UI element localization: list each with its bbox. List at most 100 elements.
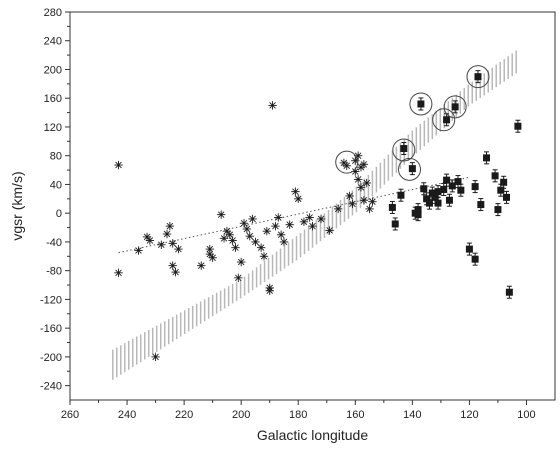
asterisk-stroke xyxy=(240,219,248,227)
square-point xyxy=(465,242,473,256)
asterisk-point xyxy=(262,226,272,236)
square-marker xyxy=(497,186,505,194)
square-point xyxy=(443,173,451,187)
square-point xyxy=(505,285,513,299)
asterisk-point xyxy=(248,214,257,224)
asterisk-point xyxy=(274,213,283,222)
square-marker xyxy=(494,206,502,214)
y-tick-label: 80 xyxy=(50,151,62,163)
asterisk-point xyxy=(157,240,166,249)
square-point xyxy=(414,208,422,222)
asterisk-point xyxy=(291,187,300,196)
asterisk-stroke xyxy=(217,211,225,218)
asterisk-stroke xyxy=(206,250,214,258)
asterisk-stroke xyxy=(169,240,176,247)
square-marker xyxy=(491,172,499,180)
asterisk-point xyxy=(368,197,377,206)
asterisk-stroke xyxy=(309,222,316,230)
x-tick-label: 200 xyxy=(232,409,250,421)
y-tick-label: -40 xyxy=(46,237,62,249)
x-tick-label: 260 xyxy=(61,409,79,421)
asterisk-stroke xyxy=(286,221,293,228)
asterisk-point xyxy=(219,234,229,243)
asterisk-stroke xyxy=(135,247,142,254)
asterisk-stroke xyxy=(257,244,265,251)
square-marker xyxy=(505,288,513,296)
square-marker xyxy=(443,176,451,184)
asterisk-point xyxy=(271,221,280,231)
square-point xyxy=(494,203,502,217)
asterisk-point xyxy=(305,213,314,222)
asterisk-point xyxy=(197,261,206,270)
square-marker xyxy=(500,178,508,186)
highlight-circle xyxy=(392,138,416,162)
square-marker xyxy=(454,178,462,186)
square-marker xyxy=(443,116,451,124)
asterisk-stroke xyxy=(360,196,368,204)
asterisk-stroke xyxy=(226,231,234,238)
y-tick-label: -200 xyxy=(40,352,62,364)
asterisk-stroke xyxy=(360,161,368,168)
square-point xyxy=(483,151,491,165)
square-marker xyxy=(400,145,408,153)
asterisk-point xyxy=(294,194,303,204)
asterisk-stroke xyxy=(158,241,165,249)
asterisk-point xyxy=(299,217,309,227)
square-point xyxy=(425,196,433,210)
highlight-circle xyxy=(466,65,490,89)
square-marker xyxy=(414,211,422,219)
square-marker xyxy=(391,220,399,228)
square-point xyxy=(391,217,399,231)
square-marker xyxy=(440,185,448,193)
asterisk-stroke xyxy=(260,253,268,260)
asterisk-stroke xyxy=(366,205,373,213)
asterisk-stroke xyxy=(326,227,333,234)
asterisk-point xyxy=(251,237,260,247)
asterisk-point xyxy=(345,191,354,201)
square-point xyxy=(451,100,459,114)
asterisk-stroke xyxy=(363,179,370,187)
asterisk-stroke xyxy=(352,168,359,175)
asterisk-stroke xyxy=(272,222,279,230)
asterisk-stroke xyxy=(243,225,251,233)
square-marker xyxy=(423,195,431,203)
asterisk-point xyxy=(231,243,240,252)
square-marker xyxy=(465,245,473,253)
asterisk-point xyxy=(276,230,286,239)
square-point xyxy=(471,180,479,194)
square-point xyxy=(477,198,485,212)
asterisk-point xyxy=(168,261,177,270)
square-point xyxy=(448,179,456,193)
asterisk-point xyxy=(325,226,334,235)
asterisk-point xyxy=(356,183,366,192)
square-marker xyxy=(431,193,439,201)
asterisk-point xyxy=(333,204,343,214)
square-point xyxy=(445,193,453,207)
asterisk-stroke xyxy=(235,274,242,282)
asterisk-stroke xyxy=(246,232,253,240)
asterisk-stroke xyxy=(275,214,282,221)
square-point xyxy=(420,182,428,196)
asterisk-point xyxy=(348,199,357,209)
asterisk-stroke xyxy=(334,205,342,213)
y-tick-label: -240 xyxy=(40,381,62,393)
asterisk-stroke xyxy=(343,162,350,170)
asterisk-point xyxy=(145,236,155,245)
y-tick-label: 0 xyxy=(56,208,62,220)
asterisk-stroke xyxy=(252,238,259,246)
asterisk-point xyxy=(259,252,269,261)
highlight-circle xyxy=(443,95,467,119)
asterisk-point xyxy=(239,219,249,228)
y-tick-label: -80 xyxy=(46,266,62,278)
square-marker xyxy=(420,185,428,193)
square-marker xyxy=(503,193,510,201)
square-marker xyxy=(471,255,479,263)
square-point xyxy=(388,200,396,214)
asterisk-stroke xyxy=(220,235,228,242)
highlight-circle xyxy=(409,92,433,116)
asterisk-point xyxy=(359,196,369,205)
asterisk-point xyxy=(236,257,246,267)
square-marker xyxy=(408,165,416,173)
asterisk-stroke xyxy=(357,184,365,191)
asterisk-stroke xyxy=(249,215,256,223)
